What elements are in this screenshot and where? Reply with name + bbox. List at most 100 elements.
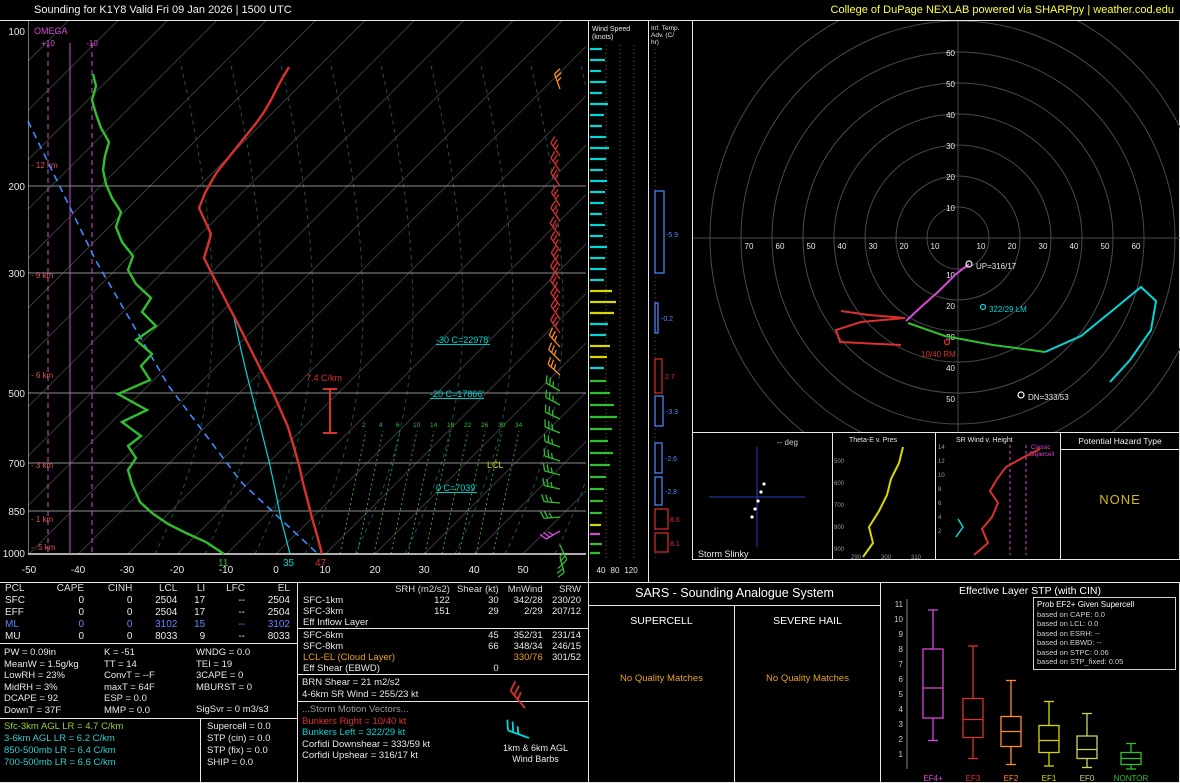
svg-text:30: 30 [418, 565, 430, 576]
svg-text:60: 60 [776, 242, 785, 251]
svg-text:-0.2: -0.2 [661, 316, 673, 323]
stat-line: LowRH = 23% [4, 670, 65, 681]
svg-text:60: 60 [1132, 242, 1141, 251]
svg-text:2: 2 [938, 529, 942, 535]
svg-text:47: 47 [315, 558, 327, 569]
storm-motion-title: ...Storm Motion Vectors... [302, 704, 409, 715]
index-line: STP (fix) = 0.0 [207, 745, 268, 756]
cell: 330/76 [513, 652, 543, 663]
legend-line: based on CAPE: 0.0 [1037, 609, 1105, 619]
col-header [298, 584, 395, 595]
cell: -- [238, 607, 245, 618]
title-bar: Sounding for K1Y8 Valid Fri 09 Jan 2026 … [0, 0, 1180, 20]
hazard-panel[interactable]: Potential Hazard Type NONE [1060, 432, 1180, 560]
svg-text:50: 50 [946, 395, 955, 404]
svg-text:30: 30 [869, 242, 878, 251]
kinematics-panel[interactable]: SRH (m2/s2) Shear (kt) MnWind SRW SFC-1k… [297, 582, 588, 783]
cell: MU [5, 631, 21, 642]
col-header: LCL [158, 583, 178, 594]
svg-text:20: 20 [946, 173, 955, 182]
cell: 122 [434, 595, 450, 606]
svg-text:600: 600 [834, 481, 845, 487]
parcel-row-sfc[interactable]: SFC 0 0 2504 17 -- 2504 [0, 595, 297, 607]
sars-title: SARS - Sounding Analogue System [635, 586, 834, 600]
svg-text:11: 11 [218, 558, 229, 569]
svg-text:2.7: 2.7 [665, 374, 675, 381]
svg-text:7.4 C/km: 7.4 C/km [306, 373, 342, 383]
brand-link[interactable]: College of DuPage NEXLAB powered via SHA… [830, 4, 1174, 16]
kin-row: Eff Shear (EBWD) 0 [298, 663, 588, 674]
cell [395, 641, 457, 652]
sars-supercell-column[interactable]: SUPERCELL No Quality Matches [589, 606, 734, 782]
svg-text:290: 290 [851, 555, 862, 559]
col-header: CAPE [56, 583, 85, 594]
svg-text:-- deg: -- deg [777, 438, 798, 447]
cell: 0 [493, 663, 499, 674]
lapse-line: 700-500mb LR = 6.6 C/km [4, 757, 116, 768]
svg-text:Classic: Classic [1031, 445, 1050, 451]
svg-text:-30: -30 [120, 565, 135, 576]
sars-hail-column[interactable]: SEVERE HAIL No Quality Matches [734, 606, 880, 782]
svg-text:8.1: 8.1 [670, 541, 680, 548]
cell: Eff Shear (EBWD) [303, 663, 380, 674]
cell: SFC [5, 595, 25, 606]
storm-slinky-panel[interactable]: -- deg Storm Slinky [692, 432, 832, 560]
svg-text:26: 26 [481, 422, 489, 429]
col-header: EL [277, 583, 290, 594]
cell: -- [238, 595, 245, 606]
kin-row: SFC-3km 151 29 2/29 207/12 [298, 606, 588, 617]
svg-text:40: 40 [597, 566, 606, 575]
svg-text:700: 700 [8, 459, 25, 470]
svg-text:40: 40 [946, 111, 955, 120]
cell: 8033 [155, 631, 178, 642]
parcel-row-mu[interactable]: MU 0 0 8033 9 -- 8033 [0, 631, 297, 643]
cell: 0 [126, 607, 133, 618]
stp-panel[interactable]: 1 2 3 4 5 6 7 8 9 10 11 EF4+ EF3 EF2 EF1 EF0 NONTOR Effe… [880, 582, 1180, 783]
hodograph-panel[interactable]: 10 20 30 40 50 60 70 10 20 30 40 50 60 10 20 30 40 50 60 10… [692, 20, 1180, 432]
thetae-panel[interactable]: Theta-E v. Pres 500 600 700 800 900 290 300 310 [832, 432, 935, 560]
svg-text:30: 30 [946, 142, 955, 151]
skewt-panel[interactable]: 2 4 6 10 14 18 22 26 30 34 OMEGA +10 -10 100 200 300 50… [0, 20, 588, 582]
cell: 15 [194, 619, 206, 630]
wind-speed-bars: Wind Speed(knots) 40 80 120 [590, 26, 638, 575]
cell: 9 [199, 631, 206, 642]
svg-text:20: 20 [1008, 242, 1017, 251]
svg-text:50: 50 [1101, 242, 1110, 251]
col-header: MnWind [507, 584, 543, 595]
kinematics-table: SRH (m2/s2) Shear (kt) MnWind SRW SFC-1k… [298, 584, 588, 674]
stp-probability-legend: Prob EF2+ Given Supercell based on CAPE:… [1033, 597, 1176, 670]
wind-speed-panel[interactable]: Wind Speed (knots) 40 80 120 [588, 20, 648, 582]
svg-text:-5.9: -5.9 [666, 232, 678, 239]
svg-text:300: 300 [881, 555, 892, 559]
cell: 246/15 [551, 641, 581, 652]
hodograph-canvas[interactable]: 10 20 30 40 50 60 70 10 20 30 40 50 60 10 20 30 40 50 60 10… [693, 21, 1180, 432]
svg-text:40: 40 [1070, 242, 1079, 251]
svg-text:50: 50 [517, 565, 529, 576]
svg-text:1000: 1000 [3, 549, 26, 560]
parcel-row-ml[interactable]: ML 0 0 3102 15 -- 3102 [0, 619, 297, 631]
sr-wind-panel[interactable]: SR Wind v. Height 14 12 10 8 6 4 2 Classic Superc… [935, 432, 1060, 560]
svg-text:Theta-E v. Pres: Theta-E v. Pres [849, 437, 898, 444]
svg-text:4: 4 [379, 422, 383, 429]
stat-line: SigSvr = 0 m3/s3 [196, 704, 269, 715]
storm-slinky-canvas: -- deg Storm Slinky [698, 438, 805, 559]
cell: 342/28 [513, 595, 543, 606]
barb-caption: 1km & 6km AGL Wind Barbs [483, 743, 588, 765]
svg-text:-10: -10 [219, 565, 234, 576]
svg-text:14: 14 [938, 445, 945, 451]
cell: ML [5, 619, 19, 630]
legend-line: based on LCL: 0.0 [1037, 619, 1099, 628]
motion-line: Corfidi Downshear = 333/59 kt [302, 738, 431, 750]
svg-text:OMEGA: OMEGA [34, 26, 68, 36]
temp-advection-panel[interactable]: Inf. Temp. Adv. (C/hr) -5.9 -0.2 2.7 -3.3 -2.6… [648, 20, 692, 582]
thermo-panel[interactable]: PCL CAPE CINH LCL LI LFC EL SFC 0 0 2504… [0, 582, 297, 783]
svg-text:40: 40 [946, 364, 955, 373]
sars-panel[interactable]: SARS - Sounding Analogue System SUPERCEL… [588, 582, 880, 783]
svg-text:- 3 km: - 3 km [31, 461, 54, 470]
cell: 301/52 [551, 652, 581, 663]
parcel-row-eff[interactable]: EFF 0 0 2504 17 -- 2504 [0, 607, 297, 619]
svg-text:-2.6: -2.6 [665, 456, 677, 463]
skewt-canvas[interactable]: 2 4 6 10 14 18 22 26 30 34 OMEGA+10 -1010020030050… [0, 21, 588, 583]
cell: 151 [434, 606, 450, 617]
